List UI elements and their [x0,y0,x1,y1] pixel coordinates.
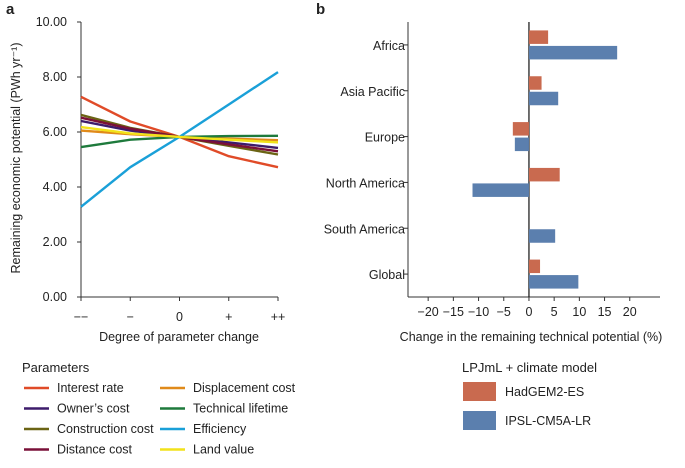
panel-b-category-label: South America [324,222,405,236]
panel-a-label: a [6,1,15,18]
panel-b-category-label: Africa [373,39,405,53]
panel-a-y-tick-label: 8.00 [43,70,67,84]
bar-ipsl-cm5a-lr [528,45,618,60]
legend-label: Efficiency [193,422,247,436]
bar-hadgem2-es [528,259,541,274]
panel-a-lines [80,71,279,208]
legend-label: Owner’s cost [57,402,130,416]
bar-ipsl-cm5a-lr [528,229,556,243]
panel-b-category-label: Europe [365,131,405,145]
panel-b-category-label: Global [369,268,405,282]
legend-label: Displacement cost [193,381,296,395]
panel-a-x-tick-label: −− [74,310,89,324]
bar-ipsl-cm5a-lr [528,275,579,289]
panel-a-y-tick-label: 10.00 [36,15,67,29]
panel-a-y-tick-label: 2.00 [43,235,67,249]
panel-b-x-axis-title: Change in the remaining technical potent… [400,330,663,344]
panel-b-x-tick-label: −15 [443,305,464,319]
panel-b-x-tick-label: −20 [418,305,439,319]
panel-a-y-tick-label: 4.00 [43,180,67,194]
legend-label: Distance cost [57,443,133,457]
bar-hadgem2-es [528,76,542,90]
bar-hadgem2-es [512,122,529,136]
panel-a-y-axis-title: Remaining economic potential (PWh yr⁻¹) [9,43,23,274]
panel-a-x-tick-label: 0 [176,310,183,324]
panel-b-legend: HadGEM2-ES IPSL-CM5A-LR [463,382,591,430]
series-line-construction-cost [80,113,279,156]
panel-a-y-tick-label: 6.00 [43,125,67,139]
panel-b-category-label: North America [326,176,405,190]
legend-swatch-box [463,411,496,430]
legend-label: Construction cost [57,422,154,436]
panel-a-y-tick-label: 0.00 [43,290,67,304]
panel-a-x-tick-label: ++ [271,310,286,324]
bar-ipsl-cm5a-lr [528,91,559,106]
panel-a-x-tick-label: + [225,310,232,324]
panel-b-x-tick-label: 10 [572,305,586,319]
panel-b-label: b [316,1,325,18]
bar-ipsl-cm5a-lr [514,137,529,152]
panel-b-x-tick-label: −5 [497,305,511,319]
legend-label: IPSL-CM5A-LR [505,414,591,428]
panel-b-axes: Africa Asia Pacific Europe North America Sou… [324,22,660,319]
panel-b-x-tick-label: 15 [598,305,612,319]
panel-b-x-tick-label: −10 [468,305,489,319]
panel-b-bars [472,30,618,289]
series-line-land-value [80,125,279,144]
panel-b-x-tick-label: 5 [551,305,558,319]
panel-a-legend-title: Parameters [22,360,90,375]
legend-label: HadGEM2-ES [505,385,584,399]
legend-swatch-box [463,382,496,401]
legend-label: Land value [193,443,254,457]
panel-b-legend-title: LPJmL + climate model [462,360,597,375]
bar-ipsl-cm5a-lr [472,183,529,197]
panel-b-x-tick-label: 20 [623,305,637,319]
legend-label: Technical lifetime [193,402,288,416]
panel-a-x-tick-label: − [127,310,134,324]
bar-hadgem2-es [528,30,549,44]
bar-hadgem2-es [528,167,560,182]
legend-label: Interest rate [57,381,124,395]
panel-b-x-tick-label: 0 [525,305,532,319]
panel-b-category-label: Asia Pacific [340,85,405,99]
panel-a-x-axis-title: Degree of parameter change [99,330,259,344]
panel-a-legend: Interest rate Owner’s cost Construction co… [24,381,296,457]
